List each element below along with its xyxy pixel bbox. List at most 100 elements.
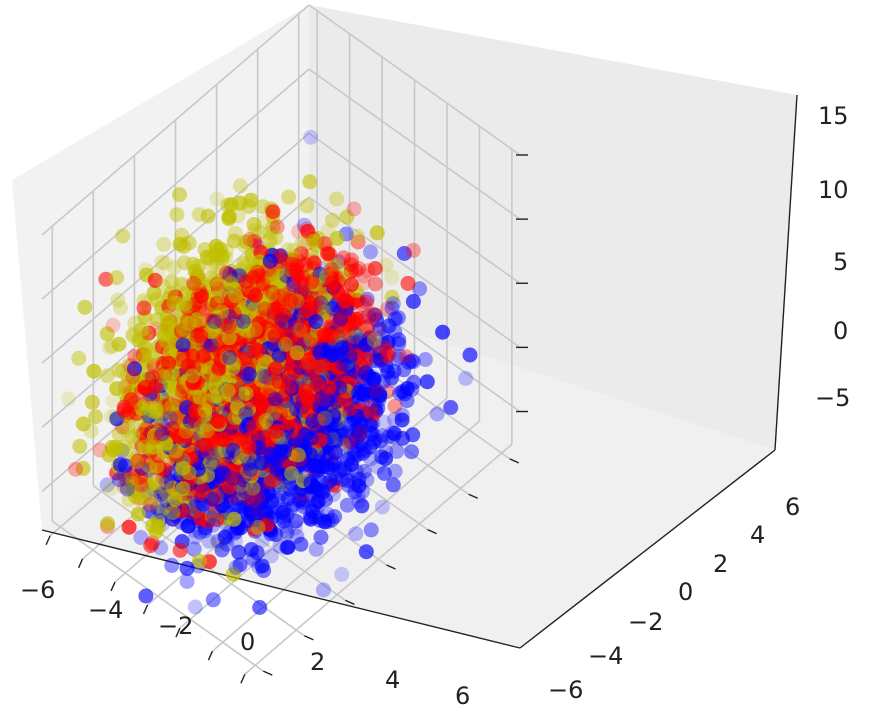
- data-point: [304, 274, 320, 290]
- data-point: [363, 244, 378, 260]
- data-point: [101, 447, 117, 463]
- data-point: [109, 270, 125, 286]
- data-point: [376, 465, 392, 481]
- y-tick-label: −4: [588, 642, 623, 670]
- data-point: [238, 406, 254, 422]
- data-point: [354, 498, 370, 514]
- data-point: [158, 436, 174, 452]
- data-point: [235, 499, 251, 514]
- data-point: [225, 442, 241, 458]
- data-point: [262, 474, 278, 490]
- data-point: [72, 438, 88, 454]
- data-point: [186, 541, 202, 557]
- data-point: [125, 369, 141, 385]
- data-point: [181, 235, 197, 251]
- data-point: [243, 462, 259, 477]
- tick-mark: [175, 627, 181, 638]
- data-point: [419, 374, 435, 390]
- data-point: [156, 236, 172, 252]
- data-point: [284, 378, 300, 394]
- data-point: [263, 446, 279, 462]
- data-point: [149, 292, 165, 308]
- data-point: [122, 470, 138, 486]
- data-point: [361, 308, 377, 324]
- data-point: [290, 447, 306, 463]
- data-point: [308, 314, 324, 330]
- data-point: [200, 208, 216, 224]
- data-point: [380, 429, 396, 445]
- x-tick-label: −6: [20, 576, 55, 604]
- data-point: [99, 477, 115, 493]
- data-point: [404, 444, 419, 460]
- data-point: [243, 542, 259, 557]
- data-point: [228, 533, 243, 549]
- data-point: [124, 429, 140, 445]
- data-point: [281, 189, 297, 205]
- data-point: [115, 363, 131, 379]
- data-point: [313, 529, 329, 545]
- data-point: [205, 456, 221, 472]
- data-point: [275, 454, 291, 470]
- data-point: [257, 301, 273, 317]
- data-point: [329, 230, 345, 246]
- data-point: [339, 497, 355, 513]
- data-point: [265, 204, 281, 220]
- data-point: [141, 456, 157, 472]
- data-point: [429, 406, 445, 422]
- data-point: [348, 526, 364, 542]
- tick-mark: [427, 528, 437, 535]
- data-point: [359, 472, 375, 488]
- data-point: [60, 391, 76, 407]
- data-point: [392, 385, 408, 401]
- z-tick-label: 5: [833, 248, 848, 276]
- data-point: [384, 300, 400, 316]
- data-point: [351, 493, 367, 509]
- data-point: [398, 349, 414, 365]
- data-point: [462, 347, 478, 363]
- data-point: [228, 559, 244, 575]
- x-tick-label: −2: [158, 612, 193, 640]
- data-point: [358, 544, 374, 560]
- data-point: [75, 416, 91, 432]
- data-point: [100, 516, 116, 532]
- data-point: [146, 358, 162, 374]
- data-point: [222, 275, 238, 291]
- data-point: [353, 425, 369, 441]
- data-point: [204, 508, 220, 524]
- data-point: [103, 480, 119, 496]
- data-point: [83, 423, 99, 439]
- data-point: [86, 363, 102, 379]
- data-point: [118, 471, 134, 487]
- data-point: [343, 257, 359, 273]
- data-point: [435, 324, 451, 340]
- data-point: [154, 254, 170, 270]
- data-point: [263, 288, 279, 304]
- data-point: [104, 338, 120, 354]
- data-point: [320, 328, 336, 343]
- data-point: [312, 344, 328, 360]
- tick-mark: [345, 599, 355, 606]
- data-point: [240, 452, 256, 468]
- data-point: [329, 191, 345, 207]
- data-point: [231, 544, 247, 560]
- data-point: [159, 333, 175, 349]
- data-point: [263, 548, 279, 564]
- data-point: [150, 519, 166, 535]
- data-point: [391, 336, 407, 352]
- data-point: [318, 492, 334, 508]
- data-point: [84, 394, 100, 410]
- data-point: [181, 465, 197, 481]
- data-point: [320, 246, 336, 262]
- data-point: [221, 211, 237, 227]
- data-point: [217, 529, 233, 545]
- tick-mark: [386, 564, 396, 570]
- data-point: [319, 475, 335, 491]
- data-point: [181, 315, 197, 331]
- tick-mark: [262, 670, 273, 676]
- data-point: [250, 343, 266, 359]
- data-point: [247, 322, 263, 338]
- data-point: [307, 483, 323, 499]
- data-point: [191, 408, 207, 424]
- data-point: [306, 299, 322, 315]
- data-point: [394, 412, 410, 428]
